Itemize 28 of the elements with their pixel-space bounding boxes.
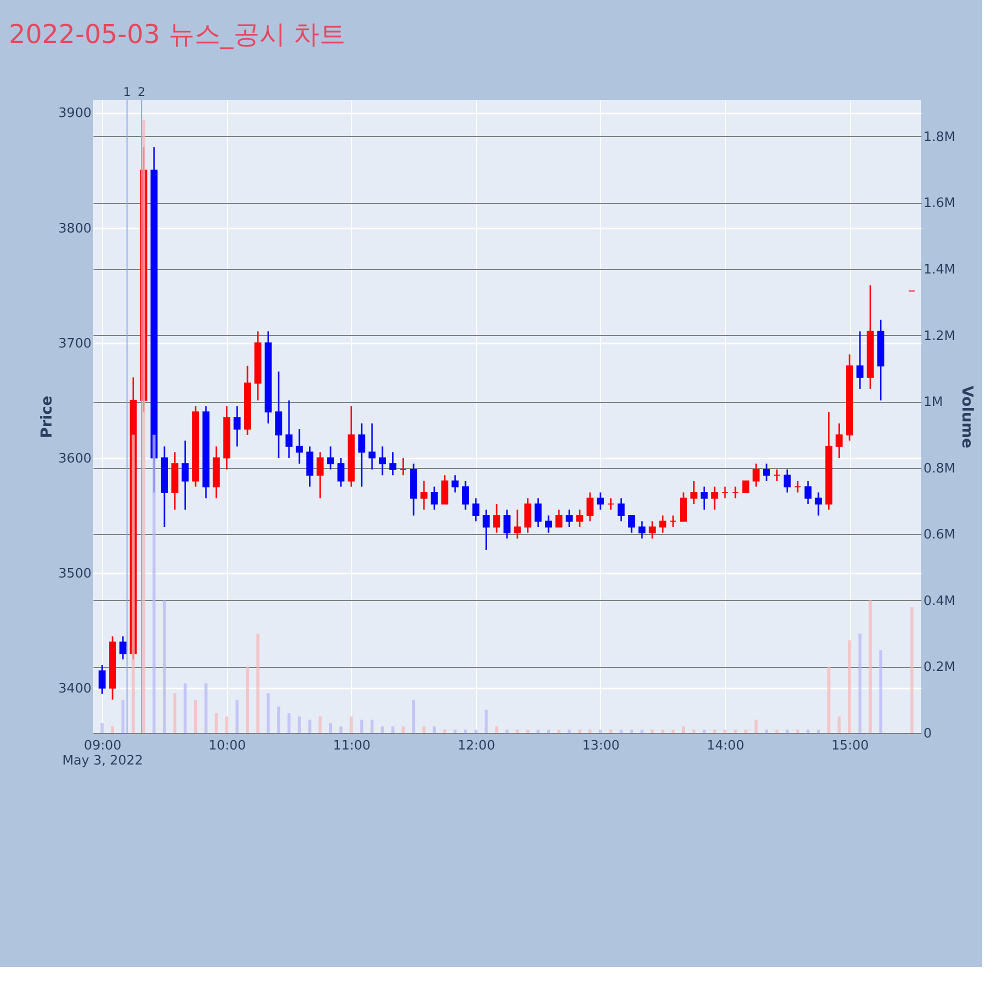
y2-tick-label: 1M <box>924 395 943 410</box>
y2-tick-label: 0.4M <box>924 594 956 609</box>
y2-tick-label: 1.6M <box>924 196 956 212</box>
x-tick-label: 12:00 <box>458 738 496 754</box>
y2-tick-label: 0.8M <box>924 461 956 476</box>
y-tick-label: 3700 <box>58 336 92 352</box>
x-tick-label: 13:00 <box>582 738 620 754</box>
y2-tick-label: 0.6M <box>924 528 956 543</box>
chart-title: 2022-05-03 뉴스_공시 차트 <box>8 20 346 50</box>
y2-tick-label: 1.8M <box>924 130 956 145</box>
x-tick-label: 09:00 May 3, 2022 <box>62 738 143 768</box>
x-tick-label: 10:00 <box>208 738 246 754</box>
y-tick-label: 3800 <box>58 221 92 236</box>
x-tick-label: 15:00 <box>831 738 869 754</box>
y2-tick-label: 1.2M <box>924 328 956 344</box>
y-tick-label: 3400 <box>58 682 92 697</box>
y2-tick-label: 0 <box>924 726 932 742</box>
y-tick-label: 3900 <box>58 106 92 122</box>
x-tick-label: 11:00 <box>333 738 371 754</box>
y-tick-label: 3500 <box>58 566 92 582</box>
y-tick-label: 3600 <box>58 451 92 466</box>
y-axis-title: Price <box>37 396 56 438</box>
y2-tick-label: 1.4M <box>924 262 956 278</box>
ref-line-label: 1 <box>123 85 131 99</box>
ref-line-label: 2 <box>138 85 146 99</box>
x-tick-label: 14:00 <box>706 738 744 754</box>
y2-tick-label: 0.2M <box>924 660 956 676</box>
y2-axis-title: Volume <box>958 386 976 448</box>
